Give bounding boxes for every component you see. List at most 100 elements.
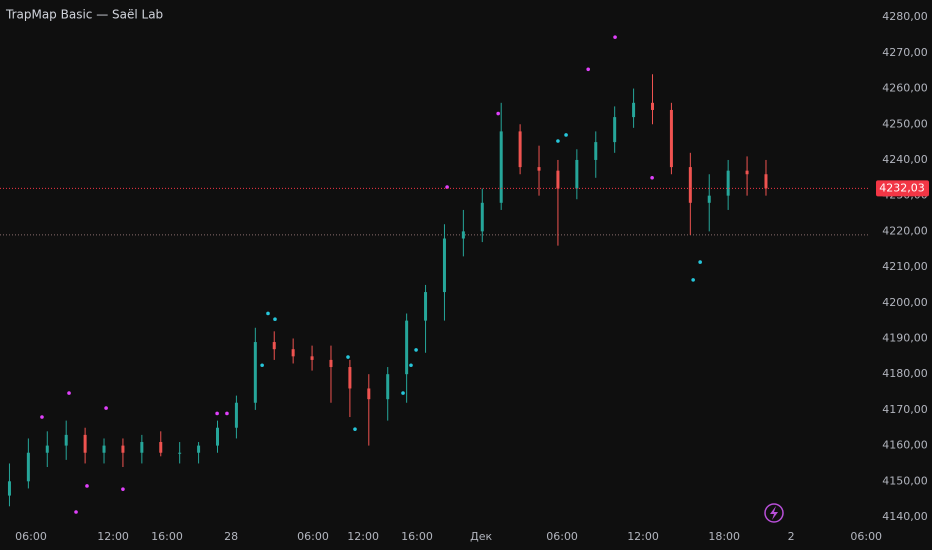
signal-dot xyxy=(496,111,500,116)
candle-body xyxy=(688,167,692,203)
signal-dot xyxy=(67,391,71,395)
signal-dot xyxy=(121,487,125,491)
signal-dot xyxy=(273,317,277,321)
candle-body xyxy=(480,202,484,232)
y-tick-label: 4190,00 xyxy=(882,331,928,344)
y-tick-label: 4180,00 xyxy=(882,367,928,380)
x-tick-label: 06:00 xyxy=(546,530,578,543)
candle-body xyxy=(424,292,428,321)
y-tick-label: 4140,00 xyxy=(882,510,928,523)
candle-body xyxy=(140,442,144,453)
y-tick-label: 4150,00 xyxy=(882,474,928,487)
signal-dot xyxy=(414,348,418,352)
signal-dot xyxy=(353,427,357,431)
icon-bolt[interactable] xyxy=(770,506,778,520)
candle-body xyxy=(405,320,409,375)
candle-body xyxy=(764,174,768,189)
x-tick-label: 12:00 xyxy=(97,530,129,543)
y-tick-label: 4210,00 xyxy=(882,260,928,273)
y-tick-label: 4260,00 xyxy=(882,82,928,95)
candle-body xyxy=(329,359,333,368)
candle-body xyxy=(159,442,163,453)
candle-body xyxy=(291,349,295,357)
candle-body xyxy=(64,434,68,446)
y-tick-label: 4280,00 xyxy=(882,10,928,23)
y-tick-label: 4170,00 xyxy=(882,403,928,416)
signal-dot xyxy=(445,185,449,189)
candle-body xyxy=(499,131,503,203)
signal-dot xyxy=(691,278,695,282)
candle-body xyxy=(7,481,11,496)
signal-dot xyxy=(586,67,590,72)
candle-body xyxy=(518,131,522,168)
x-tick-label: 06:00 xyxy=(297,530,329,543)
lightning-icon[interactable] xyxy=(764,503,784,523)
candle-body xyxy=(594,142,598,160)
candle-body xyxy=(461,231,465,239)
signal-dot xyxy=(266,311,270,316)
candle-body xyxy=(83,434,87,453)
x-tick-label: 06:00 xyxy=(850,530,882,543)
candle-body xyxy=(121,445,125,453)
x-tick-label: Дек xyxy=(470,530,492,543)
y-tick-label: 4200,00 xyxy=(882,296,928,309)
signal-dot xyxy=(40,415,44,419)
price-label: 4232,03 xyxy=(879,181,925,194)
candle-body xyxy=(310,356,314,360)
candle-body xyxy=(575,159,579,189)
x-tick-label: 16:00 xyxy=(151,530,183,543)
signal-dot xyxy=(409,363,413,368)
x-tick-label: 18:00 xyxy=(708,530,740,543)
candle-body xyxy=(442,238,446,293)
signal-dot xyxy=(556,139,560,143)
candle-body xyxy=(537,167,541,171)
signal-dot xyxy=(74,510,78,514)
candle-body xyxy=(632,102,636,118)
signal-dot xyxy=(346,355,350,359)
y-tick-label: 4160,00 xyxy=(882,439,928,452)
candle-body xyxy=(745,170,749,175)
candle-body xyxy=(613,117,617,143)
candle-body xyxy=(651,102,654,110)
candle-body xyxy=(26,452,30,482)
candle-body xyxy=(272,342,276,350)
candle-body xyxy=(197,445,201,453)
candle-body xyxy=(178,452,182,454)
candle-body xyxy=(348,367,352,389)
signal-dot xyxy=(650,176,654,180)
x-tick-label: 2 xyxy=(788,530,795,543)
signal-dot xyxy=(564,133,568,137)
x-tick-label: 12:00 xyxy=(627,530,659,543)
signal-dot xyxy=(613,35,617,39)
signal-dot xyxy=(85,484,89,488)
y-tick-label: 4270,00 xyxy=(882,46,928,59)
candle-body xyxy=(669,109,673,168)
signal-dot xyxy=(225,411,229,416)
x-tick-label: 06:00 xyxy=(15,530,47,543)
icon-ring[interactable] xyxy=(764,503,784,523)
candle-body xyxy=(45,445,49,453)
signal-dot xyxy=(260,363,264,368)
y-tick-label: 4220,00 xyxy=(882,224,928,237)
y-tick-label: 4240,00 xyxy=(882,153,928,166)
x-tick-label: 16:00 xyxy=(401,530,433,543)
candle-body xyxy=(253,342,257,403)
signal-dot xyxy=(215,411,219,416)
candle-body xyxy=(216,427,219,446)
x-tick-label: 12:00 xyxy=(347,530,379,543)
candle-body xyxy=(386,374,390,400)
signal-dot xyxy=(698,260,702,264)
candle-body xyxy=(234,402,238,428)
candle-body xyxy=(102,445,106,453)
chart-title: TrapMap Basic — Saël Lab xyxy=(5,8,163,22)
price-label-box xyxy=(876,180,929,197)
signal-dot xyxy=(104,406,108,410)
y-tick-label: 4250,00 xyxy=(882,117,928,130)
signal-dot xyxy=(401,391,405,395)
candle-body xyxy=(707,195,711,203)
candle-body xyxy=(726,170,730,196)
x-tick-label: 28 xyxy=(224,530,238,543)
candle-body xyxy=(556,170,560,189)
